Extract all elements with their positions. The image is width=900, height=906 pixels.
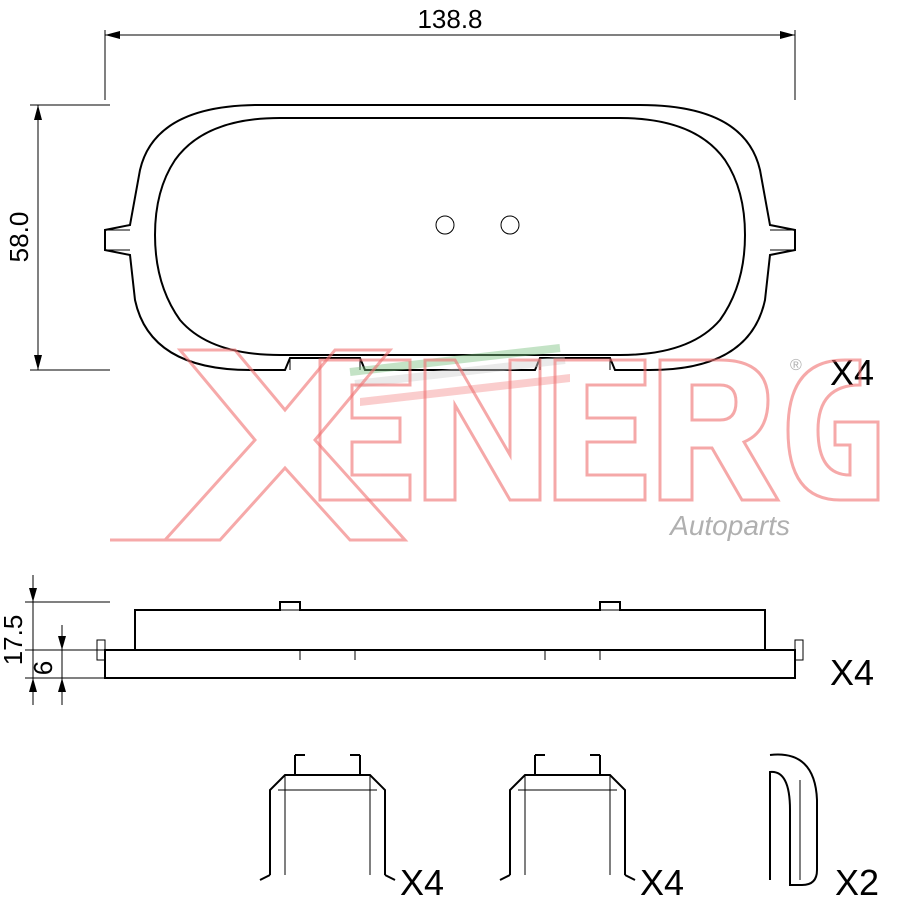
- brake-pad-side: 17.5 6: [0, 575, 803, 705]
- watermark-reg: ®: [790, 357, 802, 374]
- watermark-sub: Autoparts: [668, 510, 790, 541]
- dim-height: 58.0: [4, 105, 110, 370]
- dim-thickness-label: 17.5: [0, 615, 28, 666]
- dim-width: 138.8: [105, 4, 795, 100]
- clip-1: [260, 755, 395, 880]
- dim-width-label: 138.8: [417, 4, 482, 34]
- dim-height-label: 58.0: [4, 212, 34, 263]
- brake-pad-face: [105, 105, 795, 370]
- qty-clip1: X4: [400, 862, 444, 903]
- clip-2: [500, 755, 635, 880]
- qty-spring: X2: [835, 862, 879, 903]
- spring-clip: [770, 755, 817, 885]
- watermark: ® Autoparts: [110, 348, 878, 541]
- qty-clip2: X4: [640, 862, 684, 903]
- qty-side: X4: [830, 652, 874, 693]
- dim-back-label: 6: [28, 661, 58, 675]
